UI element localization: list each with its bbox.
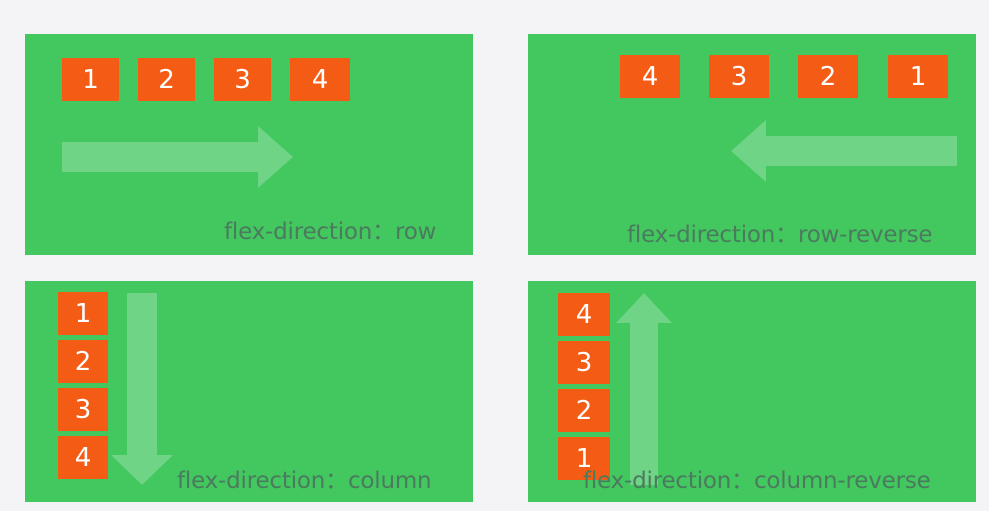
panel-caption: flex-direction：column: [177, 468, 432, 494]
panel-column-reverse: 4 3 2 1 flex-direction：column-reverse: [528, 281, 976, 502]
flex-item: 2: [58, 340, 108, 383]
flex-item: 1: [58, 292, 108, 335]
flex-item: 2: [558, 389, 610, 432]
flex-item: 4: [558, 293, 610, 336]
flex-item: 2: [138, 58, 195, 101]
flex-item: 4: [58, 436, 108, 479]
flex-item: 1: [62, 58, 119, 101]
arrow-left-icon: [731, 120, 957, 182]
flex-item: 4: [620, 55, 680, 98]
flex-item: 3: [558, 341, 610, 384]
panel-caption: flex-direction：row: [224, 219, 437, 245]
panel-column: 1 2 3 4 flex-direction：column: [25, 281, 473, 502]
panel-row-reverse: 4 3 2 1 flex-direction：row-reverse: [528, 34, 976, 255]
panel-caption: flex-direction：row-reverse: [627, 222, 933, 248]
flex-item: 1: [888, 55, 948, 98]
flex-item: 3: [58, 388, 108, 431]
flex-item: 4: [290, 58, 350, 101]
panel-caption: flex-direction：column-reverse: [583, 468, 931, 494]
flex-item: 1: [558, 437, 610, 480]
arrow-down-icon: [111, 293, 173, 485]
arrow-up-icon: [616, 293, 672, 485]
flex-item: 3: [214, 58, 271, 101]
flex-item: 3: [709, 55, 769, 98]
arrow-right-icon: [62, 126, 293, 188]
flex-item: 2: [798, 55, 858, 98]
panel-row: 1 2 3 4 flex-direction：row: [25, 34, 473, 255]
